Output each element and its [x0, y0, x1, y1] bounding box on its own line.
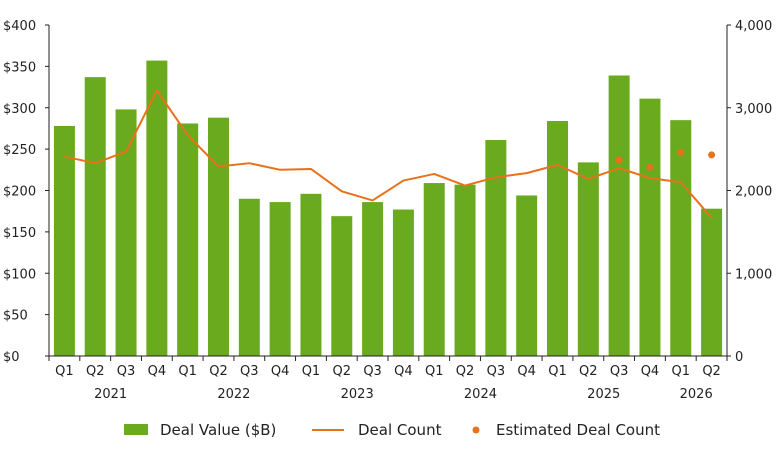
bar-5: [208, 117, 229, 357]
quarter-label: Q1: [178, 364, 197, 379]
bar-16: [547, 120, 568, 357]
left-tick-label: $0: [3, 350, 20, 365]
quarter-label: Q1: [302, 364, 321, 379]
quarter-label: Q2: [456, 364, 475, 379]
bar-0: [53, 125, 75, 357]
plot-area: [53, 60, 723, 357]
bar-12: [423, 183, 445, 356]
estimated-dot-18: [615, 156, 623, 164]
left-tick-label: $250: [3, 143, 36, 158]
quarter-label: Q3: [240, 364, 259, 379]
x-axis: Q1 Q2 Q3 Q4 Q1 Q2 Q3 Q4 Q1 Q2 Q3 Q4 Q1 Q2 Q3 Q4 Q1 Q2 Q3 Q4…: [48, 355, 728, 402]
bar-20: [670, 120, 692, 356]
year-label: 2021: [94, 387, 127, 402]
bar-21: [701, 208, 723, 356]
left-axis: $0 $50 $100 $150 $200 $250 $300 $350 $400: [3, 19, 50, 365]
bar-8: [300, 193, 322, 356]
legend-bar-swatch: [124, 424, 148, 435]
quarter-label: Q3: [363, 364, 382, 379]
bar-10: [362, 202, 384, 356]
left-tick-label: $350: [3, 60, 36, 75]
quarter-label: Q3: [487, 364, 506, 379]
quarter-label: Q4: [641, 364, 660, 379]
right-axis: 0 1,000 2,000 3,000 4,000: [726, 19, 772, 365]
bar-9: [331, 216, 353, 356]
right-tick-label: 4,000: [735, 19, 772, 34]
quarter-label: Q4: [517, 364, 536, 379]
bar-2: [115, 109, 137, 356]
left-tick-label: $100: [3, 267, 36, 282]
quarter-label: Q1: [55, 364, 74, 379]
bar-18: [608, 75, 630, 356]
legend-dots-swatch: [472, 426, 480, 434]
quarter-label: Q3: [610, 364, 629, 379]
right-tick-label: 1,000: [735, 267, 772, 282]
deal-count-line: [64, 89, 713, 219]
left-tick-label: $50: [3, 309, 28, 324]
right-tick-label: 0: [735, 350, 743, 365]
bar-17: [577, 162, 599, 356]
right-tick-label: 2,000: [735, 185, 772, 200]
quarter-label: Q2: [333, 364, 352, 379]
bar-14: [485, 140, 507, 356]
legend-bar-label: Deal Value ($B): [160, 421, 276, 439]
estimated-dot-20: [677, 148, 685, 156]
quarter-label: Q4: [271, 364, 290, 379]
bar-7: [269, 202, 291, 356]
quarter-label: Q1: [425, 364, 444, 379]
bar-6: [238, 198, 260, 356]
bar-15: [516, 195, 538, 356]
quarter-label: Q3: [117, 364, 136, 379]
year-label: 2025: [587, 387, 620, 402]
bar-11: [392, 209, 414, 356]
quarter-label: Q2: [579, 364, 598, 379]
year-label: 2022: [217, 387, 250, 402]
estimated-dot-19: [646, 163, 654, 171]
left-tick-label: $300: [3, 102, 36, 117]
legend-line-label: Deal Count: [358, 421, 442, 439]
quarter-label: Q2: [86, 364, 105, 379]
quarter-label: Q4: [148, 364, 167, 379]
left-tick-label: $150: [3, 226, 36, 241]
year-label: 2023: [341, 387, 374, 402]
right-tick-label: 3,000: [735, 102, 772, 117]
legend-dots-label: Estimated Deal Count: [496, 421, 660, 439]
quarter-label: Q1: [548, 364, 567, 379]
quarter-label: Q2: [209, 364, 228, 379]
year-label: 2026: [680, 387, 713, 402]
estimated-dot-21: [708, 151, 716, 159]
quarter-label: Q2: [702, 364, 721, 379]
bar-4: [177, 123, 199, 356]
bar-3: [146, 60, 168, 356]
left-tick-label: $400: [3, 19, 36, 34]
quarter-label: Q1: [672, 364, 691, 379]
quarter-label: Q4: [394, 364, 413, 379]
left-tick-label: $200: [3, 185, 36, 200]
legend: Deal Value ($B) Deal Count Estimated Dea…: [124, 421, 660, 439]
bar-1: [84, 77, 106, 356]
bar-13: [454, 184, 476, 356]
bar-19: [639, 98, 661, 357]
year-label: 2024: [464, 387, 497, 402]
